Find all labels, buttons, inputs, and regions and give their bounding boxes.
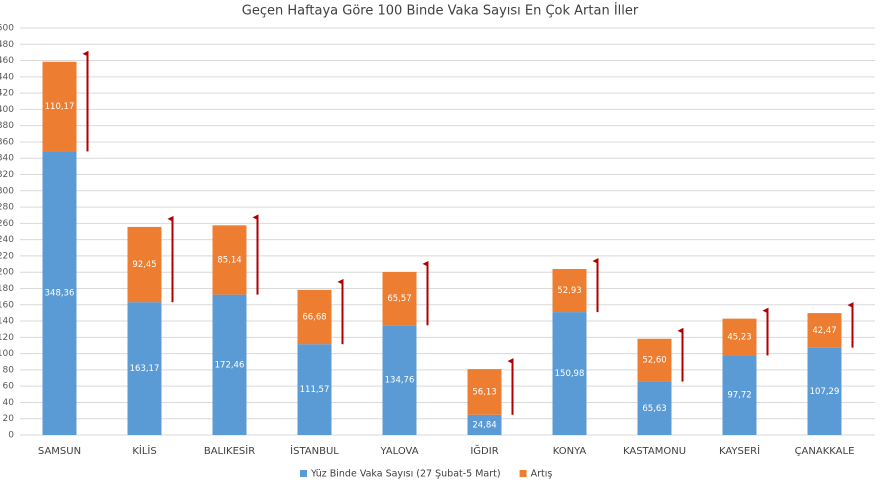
value-label: 134,76 bbox=[385, 376, 415, 386]
bar-segment bbox=[382, 271, 417, 326]
y-tick-label: 100 bbox=[0, 349, 14, 359]
legend-swatch bbox=[300, 470, 307, 477]
value-label: 85,14 bbox=[217, 255, 241, 265]
y-tick-label: 80 bbox=[3, 365, 15, 375]
y-tick-label: 260 bbox=[0, 219, 14, 229]
bar-segment bbox=[722, 355, 757, 435]
y-tick-label: 20 bbox=[3, 414, 15, 424]
value-label: 172,46 bbox=[215, 360, 245, 370]
bar-segment bbox=[212, 225, 247, 295]
x-tick-label: KİLİS bbox=[132, 444, 156, 457]
value-label: 24,84 bbox=[472, 420, 496, 430]
value-label: 65,63 bbox=[642, 404, 666, 414]
value-label: 150,98 bbox=[555, 369, 585, 379]
bar-segment bbox=[297, 289, 332, 345]
x-tick-label: BALIKESİR bbox=[204, 444, 255, 457]
value-label: 52,60 bbox=[642, 356, 666, 366]
value-label: 66,68 bbox=[302, 313, 326, 323]
bar-segment bbox=[807, 347, 842, 435]
bar-segment bbox=[467, 414, 502, 435]
y-tick-label: 220 bbox=[0, 251, 14, 261]
y-tick-label: 120 bbox=[0, 333, 14, 343]
x-tick-label: KONYA bbox=[553, 446, 587, 457]
y-tick-label: 460 bbox=[0, 56, 14, 66]
bar-segment bbox=[297, 344, 332, 435]
y-tick-label: 400 bbox=[0, 105, 14, 115]
x-tick-label: YALOVA bbox=[379, 446, 418, 457]
y-tick-label: 60 bbox=[3, 382, 15, 392]
x-tick-label: IĞDIR bbox=[470, 444, 498, 457]
bar-segment bbox=[552, 269, 587, 313]
y-tick-label: 160 bbox=[0, 300, 14, 310]
x-tick-label: İSTANBUL bbox=[290, 444, 339, 457]
bar-segment bbox=[127, 226, 162, 303]
y-tick-label: 40 bbox=[3, 398, 15, 408]
y-tick-label: 300 bbox=[0, 186, 14, 196]
y-tick-label: 180 bbox=[0, 284, 14, 294]
bar-segment bbox=[382, 325, 417, 435]
bar-segment bbox=[467, 369, 502, 415]
y-tick-label: 380 bbox=[0, 121, 14, 131]
bar-segment bbox=[637, 338, 672, 382]
value-label: 65,57 bbox=[387, 294, 411, 304]
y-tick-label: 500 bbox=[0, 24, 14, 34]
bar-segment bbox=[552, 312, 587, 435]
bar-segment bbox=[722, 318, 757, 356]
bar-segment bbox=[212, 294, 247, 435]
legend-label: Yüz Binde Vaka Sayısı (27 Şubat-5 Mart) bbox=[310, 469, 501, 480]
value-label: 45,23 bbox=[727, 333, 751, 343]
value-label: 107,29 bbox=[810, 387, 840, 397]
y-tick-label: 320 bbox=[0, 170, 14, 180]
x-tick-label: ÇANAKKALE bbox=[795, 446, 855, 457]
value-label: 111,57 bbox=[300, 385, 330, 395]
bar-segment bbox=[637, 381, 672, 435]
y-tick-label: 480 bbox=[0, 40, 14, 50]
bar-segment bbox=[42, 151, 77, 435]
y-tick-label: 420 bbox=[0, 89, 14, 99]
value-label: 348,36 bbox=[45, 289, 75, 299]
bar-segment bbox=[42, 61, 77, 152]
value-label: 110,17 bbox=[45, 102, 75, 112]
value-label: 97,72 bbox=[727, 391, 751, 401]
legend-swatch bbox=[519, 470, 527, 477]
y-tick-label: 0 bbox=[8, 431, 14, 441]
value-label: 52,93 bbox=[557, 286, 581, 296]
x-tick-label: KAYSERİ bbox=[719, 444, 760, 457]
y-tick-label: 440 bbox=[0, 72, 14, 82]
bar-segment bbox=[127, 302, 162, 435]
chart-title: Geçen Haftaya Göre 100 Binde Vaka Sayısı… bbox=[242, 3, 639, 19]
y-tick-label: 360 bbox=[0, 137, 14, 147]
y-tick-label: 240 bbox=[0, 235, 14, 245]
value-label: 42,47 bbox=[812, 326, 836, 336]
legend-label: Artış bbox=[531, 469, 553, 480]
value-label: 92,45 bbox=[132, 260, 156, 270]
y-tick-label: 340 bbox=[0, 154, 14, 164]
value-label: 56,13 bbox=[472, 387, 496, 397]
y-tick-label: 140 bbox=[0, 317, 14, 327]
x-tick-label: SAMSUN bbox=[38, 446, 81, 457]
y-tick-label: 280 bbox=[0, 203, 14, 213]
x-tick-label: KASTAMONU bbox=[623, 446, 686, 457]
y-tick-label: 200 bbox=[0, 268, 14, 278]
bar-segment bbox=[807, 313, 842, 348]
value-label: 163,17 bbox=[130, 364, 160, 374]
